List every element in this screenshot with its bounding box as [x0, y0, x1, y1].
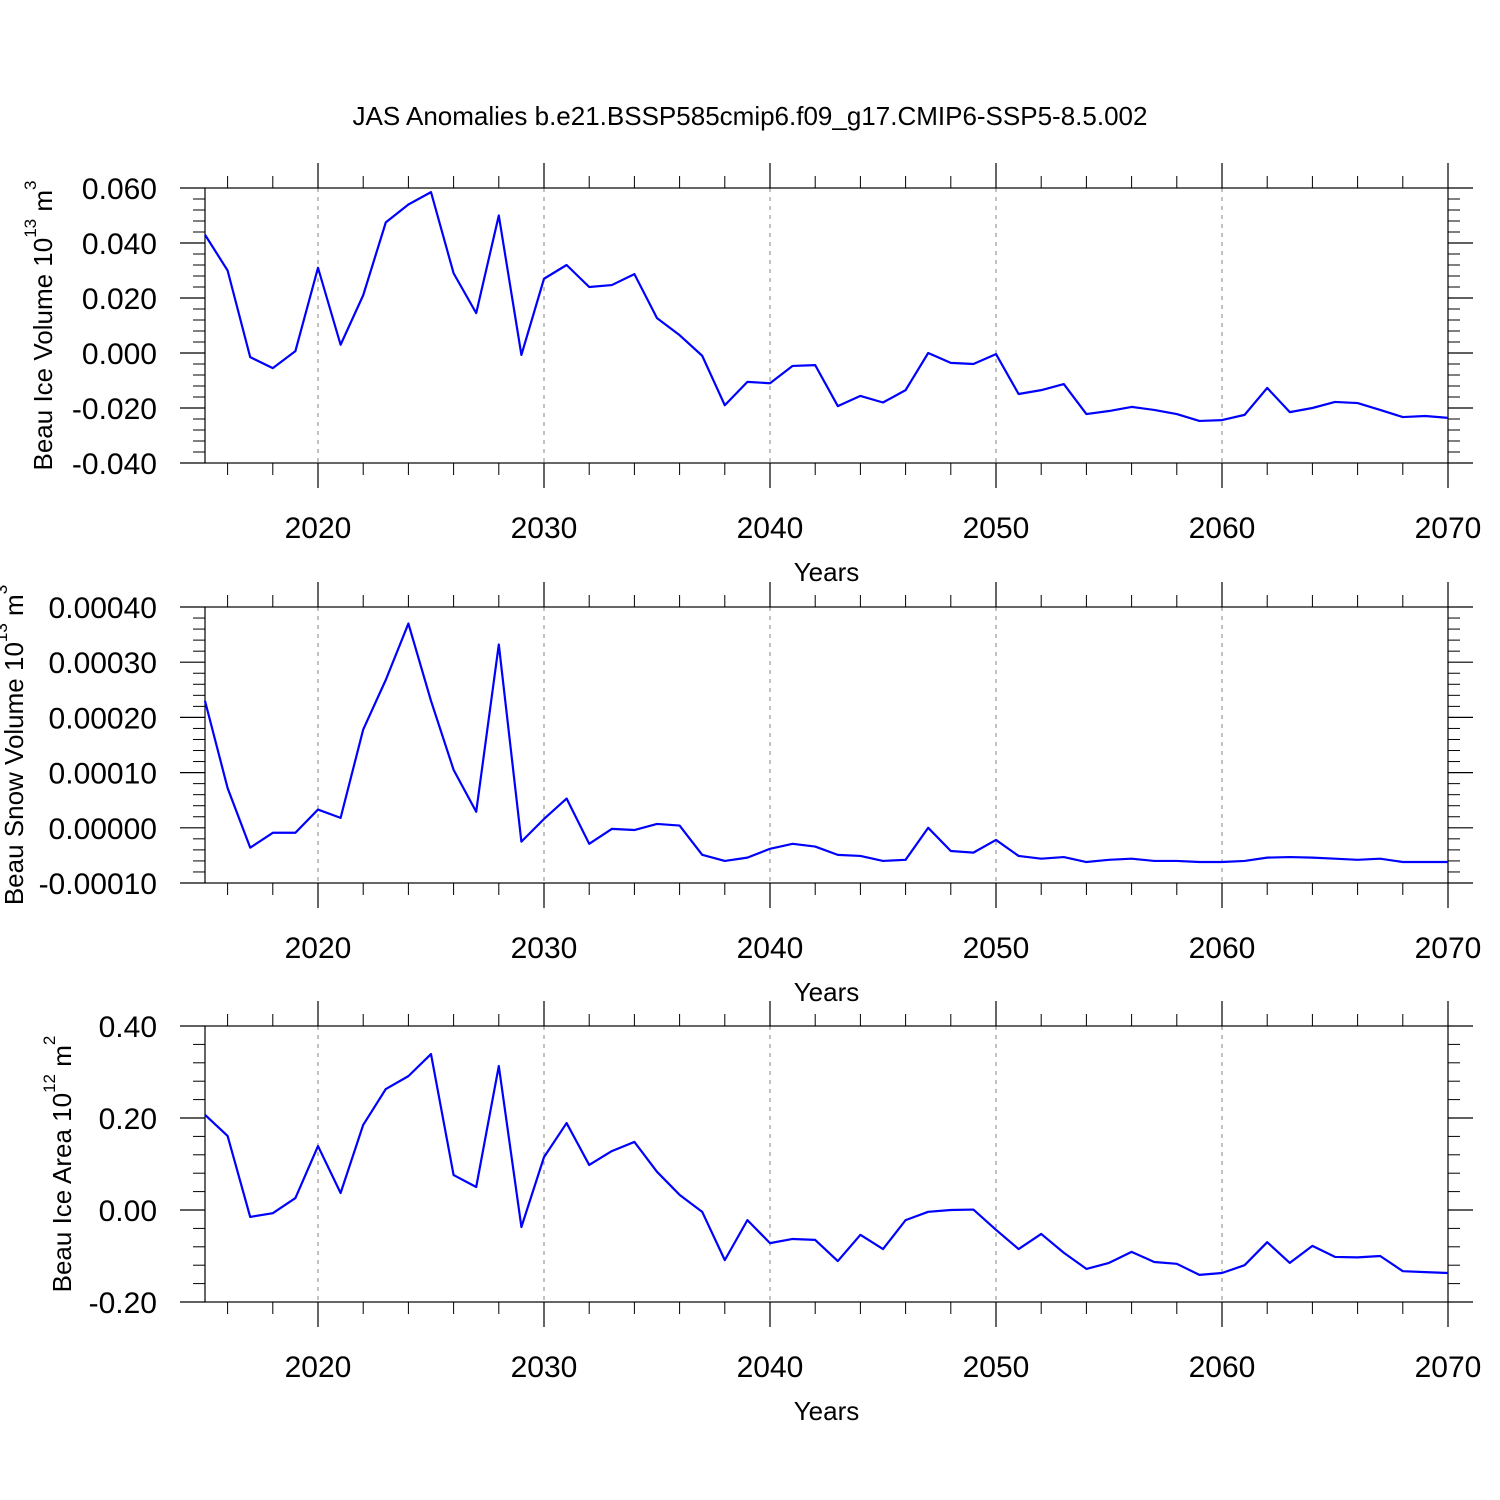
y-tick-label: -0.040: [72, 448, 157, 481]
figure-title: JAS Anomalies b.e21.BSSP585cmip6.f09_g17…: [353, 101, 1148, 131]
x-tick-label: 2050: [963, 1351, 1030, 1384]
y-tick-label: -0.020: [72, 393, 157, 426]
data-line: [204, 1052, 1449, 1276]
y-label-exp: 13: [21, 219, 40, 238]
y-tick-label: 0.00020: [49, 702, 157, 735]
x-tick-label: 2070: [1415, 512, 1482, 545]
x-tick-label: 2030: [511, 512, 578, 545]
y-label-unit-exp: 3: [21, 181, 40, 190]
y-tick-label: -0.20: [89, 1287, 157, 1320]
y-label-text: Beau Ice Area 10: [47, 1093, 77, 1292]
y-label-unit: m: [47, 1045, 77, 1074]
y-tick-label: -0.00010: [39, 868, 157, 901]
y-tick-label: 0.00010: [49, 758, 157, 791]
y-tick-label: 0.20: [99, 1103, 157, 1136]
y-label-unit-exp: 3: [0, 585, 11, 594]
x-tick-label: 2050: [963, 512, 1030, 545]
y-label-text: Beau Snow Volume 10: [0, 642, 29, 905]
y-label-unit-exp: 2: [40, 1036, 59, 1045]
y-axis-label: Beau Ice Area 1012 m2: [40, 1036, 77, 1293]
plot-frame: [204, 1025, 1449, 1303]
x-axis-label: Years: [794, 1396, 860, 1426]
x-tick-label: 2040: [737, 932, 804, 965]
x-tick-label: 2040: [737, 512, 804, 545]
y-tick-label: 0.00040: [49, 592, 157, 625]
y-tick-label: 0.000: [82, 338, 157, 371]
y-tick-label: 0.00: [99, 1195, 157, 1228]
x-tick-label: 2030: [511, 1351, 578, 1384]
x-tick-label: 2070: [1415, 1351, 1482, 1384]
x-axis-label: Years: [794, 557, 860, 587]
x-tick-label: 2060: [1189, 932, 1256, 965]
y-label-exp: 13: [0, 623, 11, 642]
y-label-unit: m: [0, 594, 29, 623]
y-axis-label: Beau Ice Volume 1013 m3: [21, 181, 58, 471]
y-tick-label: 0.40: [99, 1011, 157, 1044]
y-tick-label: 0.040: [82, 228, 157, 261]
x-tick-label: 2020: [285, 932, 352, 965]
y-tick-label: 0.060: [82, 173, 157, 206]
plot-frame: [204, 187, 1449, 464]
x-tick-label: 2060: [1189, 512, 1256, 545]
y-tick-label: 0.020: [82, 283, 157, 316]
x-tick-label: 2020: [285, 512, 352, 545]
data-line: [203, 622, 1448, 864]
y-axis-label: Beau Snow Volume 1013 m3: [0, 585, 29, 905]
y-tick-label: 0.00030: [49, 647, 157, 680]
data-line: [204, 191, 1449, 423]
y-label-unit: m: [28, 190, 58, 219]
x-tick-label: 2050: [963, 932, 1030, 965]
y-label-text: Beau Ice Volume 10: [28, 238, 58, 471]
x-tick-label: 2070: [1415, 932, 1482, 965]
x-tick-label: 2020: [285, 1351, 352, 1384]
x-tick-label: 2030: [511, 932, 578, 965]
y-tick-label: 0.00000: [49, 813, 157, 846]
plot-frame: [204, 606, 1449, 884]
x-tick-label: 2040: [737, 1351, 804, 1384]
y-label-exp: 12: [40, 1074, 59, 1093]
x-tick-label: 2060: [1189, 1351, 1256, 1384]
x-axis-label: Years: [794, 977, 860, 1007]
